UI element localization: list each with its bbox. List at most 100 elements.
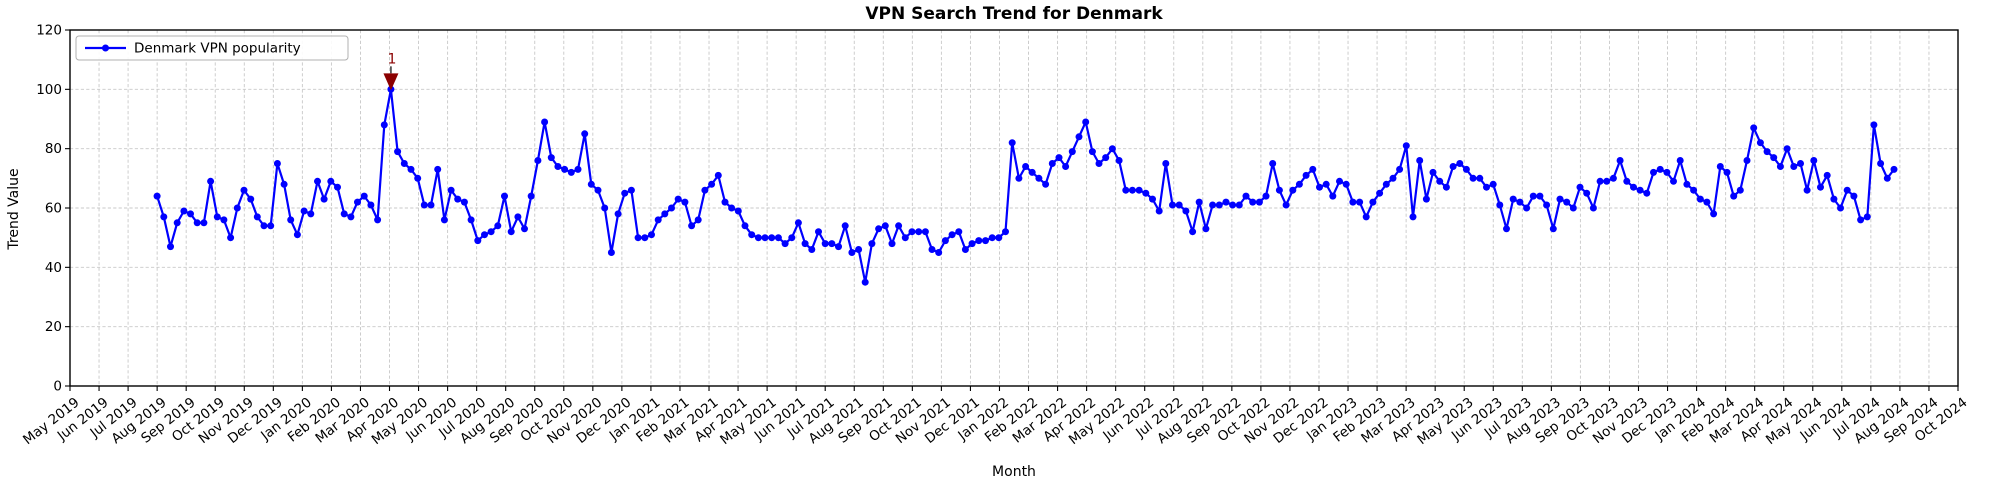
data-point bbox=[1609, 174, 1617, 182]
data-point bbox=[374, 216, 382, 224]
data-point bbox=[334, 183, 341, 191]
data-point bbox=[1122, 186, 1130, 194]
data-point bbox=[601, 204, 609, 212]
data-point bbox=[1042, 180, 1050, 188]
data-point bbox=[1810, 157, 1818, 164]
data-point bbox=[975, 237, 983, 245]
data-point bbox=[835, 243, 842, 251]
data-point bbox=[1362, 213, 1370, 221]
data-point bbox=[1242, 192, 1250, 200]
data-point bbox=[1149, 195, 1156, 203]
data-point bbox=[1696, 195, 1704, 203]
data-point bbox=[347, 213, 355, 221]
data-point bbox=[1222, 198, 1230, 206]
data-point bbox=[1082, 118, 1090, 126]
data-point bbox=[267, 222, 275, 230]
data-point bbox=[688, 222, 696, 230]
data-point bbox=[1289, 186, 1297, 194]
data-point bbox=[554, 163, 562, 170]
data-point bbox=[534, 157, 542, 164]
y-tick-label: 0 bbox=[53, 379, 62, 395]
data-point bbox=[1262, 192, 1270, 200]
data-point bbox=[1369, 198, 1377, 206]
data-point bbox=[1549, 225, 1557, 233]
data-point bbox=[193, 219, 201, 227]
data-point bbox=[481, 231, 488, 239]
data-point bbox=[1015, 174, 1023, 182]
data-point bbox=[955, 228, 963, 236]
data-point bbox=[634, 234, 642, 242]
data-point bbox=[1462, 165, 1470, 173]
data-point bbox=[507, 228, 515, 236]
data-point bbox=[1229, 201, 1237, 209]
data-point bbox=[327, 177, 335, 185]
data-point bbox=[1102, 154, 1110, 162]
data-point bbox=[1676, 157, 1684, 164]
data-point bbox=[1850, 192, 1858, 200]
data-point bbox=[233, 204, 241, 212]
data-point bbox=[414, 174, 422, 182]
data-point bbox=[1249, 198, 1257, 206]
data-point bbox=[1135, 186, 1143, 194]
data-point bbox=[1189, 228, 1197, 236]
data-point bbox=[868, 240, 876, 248]
data-point bbox=[1750, 124, 1758, 132]
data-point bbox=[1743, 157, 1751, 164]
data-point bbox=[928, 246, 936, 253]
data-point bbox=[1182, 207, 1190, 215]
data-point bbox=[594, 186, 602, 194]
data-point bbox=[935, 249, 943, 256]
y-tick-label: 100 bbox=[36, 82, 62, 98]
data-point bbox=[1703, 198, 1711, 206]
data-point bbox=[1035, 174, 1043, 182]
data-point bbox=[514, 213, 522, 221]
data-point bbox=[1830, 195, 1838, 203]
data-point bbox=[273, 160, 281, 167]
data-point bbox=[1489, 180, 1497, 188]
data-point bbox=[1623, 177, 1631, 185]
data-point bbox=[247, 195, 255, 203]
data-point bbox=[988, 234, 996, 242]
data-point bbox=[1616, 157, 1624, 164]
data-point bbox=[754, 234, 762, 242]
data-point bbox=[1476, 174, 1484, 182]
data-point bbox=[1396, 165, 1404, 173]
data-point bbox=[734, 207, 742, 215]
data-point bbox=[1803, 186, 1811, 194]
data-point bbox=[768, 234, 776, 242]
data-point bbox=[748, 231, 756, 239]
data-point bbox=[427, 201, 435, 209]
data-point bbox=[1870, 121, 1878, 129]
data-point bbox=[668, 204, 675, 212]
data-point bbox=[888, 240, 896, 248]
data-point bbox=[1142, 189, 1150, 197]
data-point bbox=[1402, 142, 1410, 150]
data-point bbox=[1736, 186, 1744, 194]
data-point bbox=[1643, 189, 1651, 197]
data-point bbox=[1022, 163, 1030, 170]
data-point bbox=[1797, 160, 1804, 167]
legend-label: Denmark VPN popularity bbox=[134, 41, 301, 57]
data-point bbox=[1730, 192, 1738, 200]
data-point bbox=[340, 210, 348, 218]
data-point bbox=[1115, 157, 1123, 164]
data-point bbox=[1636, 186, 1644, 194]
data-point bbox=[808, 246, 816, 253]
data-point bbox=[394, 148, 402, 156]
data-point bbox=[1576, 183, 1584, 191]
data-point bbox=[908, 228, 916, 236]
data-point bbox=[1155, 207, 1163, 215]
data-point bbox=[253, 213, 261, 221]
data-point bbox=[621, 189, 629, 197]
data-point bbox=[781, 240, 789, 248]
data-point bbox=[1195, 198, 1203, 206]
data-point bbox=[1322, 180, 1330, 188]
data-point bbox=[1503, 225, 1510, 233]
data-point bbox=[941, 237, 949, 245]
data-point bbox=[380, 121, 388, 129]
data-point bbox=[1169, 201, 1176, 209]
data-point bbox=[561, 165, 569, 173]
data-point bbox=[574, 165, 582, 173]
data-point bbox=[1048, 160, 1056, 167]
